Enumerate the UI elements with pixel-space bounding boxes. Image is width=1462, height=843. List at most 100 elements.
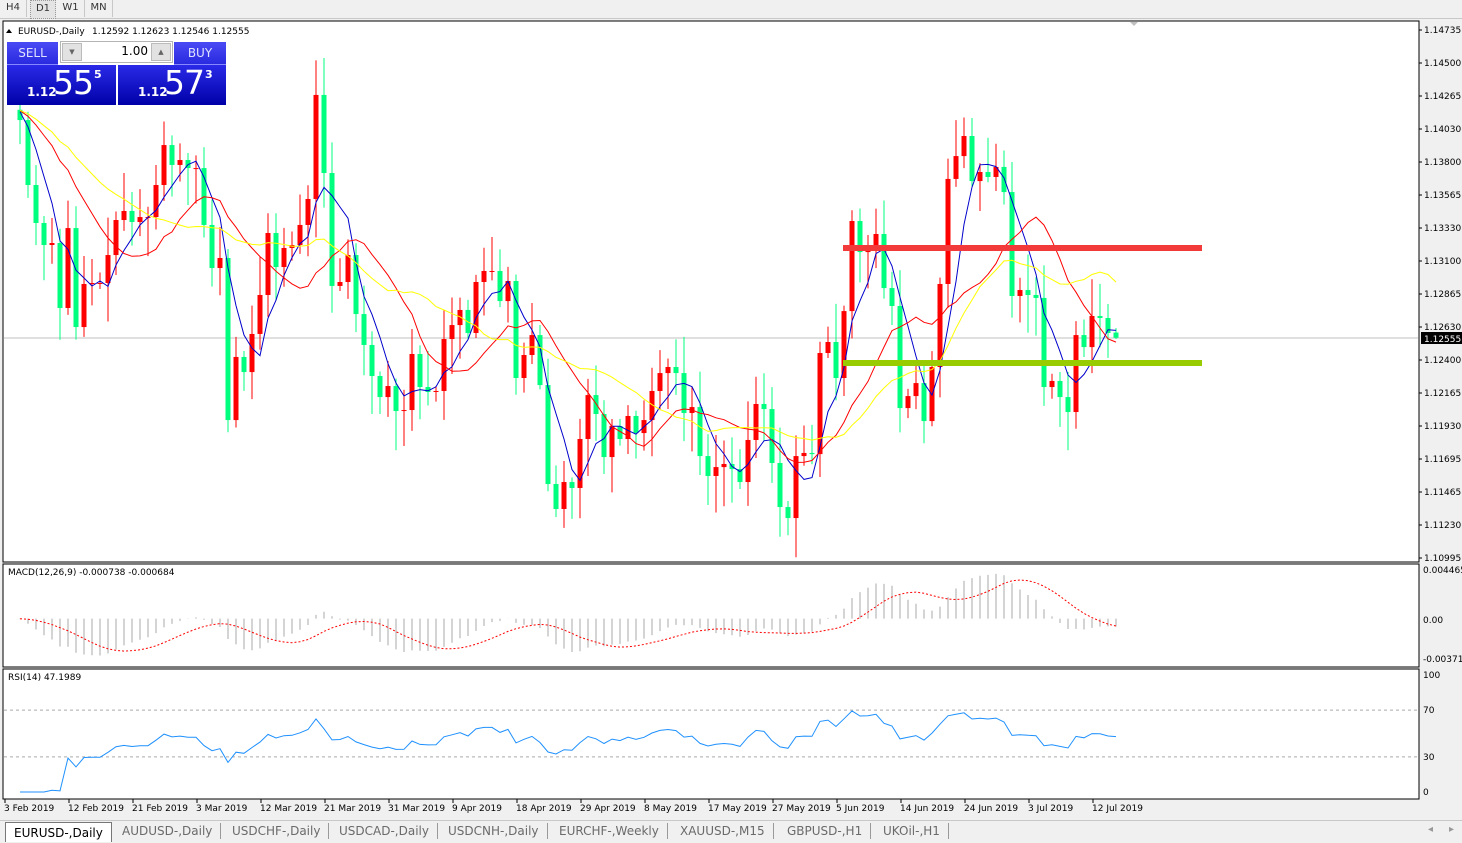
candle-body (361, 314, 367, 345)
candle (25, 111, 31, 198)
candle-body (953, 156, 959, 179)
candle-body (705, 456, 711, 476)
candle (385, 361, 391, 417)
candle-body (89, 282, 95, 284)
candle (745, 401, 751, 506)
candle (49, 217, 55, 264)
timeframe-d1[interactable]: D1 (30, 0, 56, 19)
candle (953, 120, 959, 187)
chart-shift-marker-icon[interactable] (1130, 22, 1138, 26)
macd-series (19, 573, 1117, 656)
candle-body (713, 467, 719, 476)
candle-body (665, 366, 671, 374)
candle (801, 425, 807, 466)
candle (57, 228, 63, 340)
buy-price-prefix: 1.12 (138, 85, 168, 99)
candle-body (369, 344, 375, 377)
candle-body (497, 270, 503, 302)
candle-body (281, 247, 287, 268)
chart-tab[interactable]: USDCHF-,Daily (224, 823, 330, 839)
chart-ohlc: 1.12592 1.12623 1.12546 1.12555 (92, 27, 249, 37)
candle (449, 297, 455, 374)
price-tick-label: 1.12165 (1424, 389, 1461, 399)
candle (737, 449, 743, 489)
candle-body (33, 185, 39, 223)
candle-body (809, 452, 815, 455)
chart-tab[interactable]: USDCNH-,Daily (440, 823, 548, 839)
candle-body (609, 426, 615, 458)
tab-scroll[interactable]: ◂ ▸ (1428, 824, 1454, 835)
date-tick-label: 21 Mar 2019 (324, 804, 381, 814)
candle-body (273, 233, 279, 268)
candle (241, 351, 247, 391)
timeframe-mn[interactable]: MN (85, 0, 113, 17)
candle-body (177, 160, 183, 165)
candle-body (297, 224, 303, 246)
candle-body (1073, 335, 1079, 413)
candle-body (601, 414, 607, 458)
date-tick-label: 8 May 2019 (644, 804, 697, 814)
lot-increase-icon[interactable]: ▲ (151, 43, 171, 61)
candle (945, 158, 951, 308)
candle (369, 331, 375, 415)
chart-area[interactable]: 1.14735 1.14500 1.14265 1.14030 1.13800 1.135… (0, 0, 1462, 820)
tab-scroll-right-icon[interactable]: ▸ (1448, 824, 1454, 835)
date-tick-label: 18 Apr 2019 (516, 804, 572, 814)
lot-size-field[interactable]: ▼ 1.00 ▲ (60, 41, 173, 63)
candle (665, 358, 671, 410)
chart-tab[interactable]: USDCAD-,Daily (331, 823, 438, 839)
buy-price-button[interactable]: 1.12 57 3 (118, 63, 226, 105)
price-tick-label: 1.13565 (1424, 191, 1461, 201)
lot-decrease-icon[interactable]: ▼ (62, 43, 82, 61)
chart-tab[interactable]: EURCHF-,Weekly (551, 823, 668, 839)
candle-body (153, 185, 159, 218)
tab-scroll-left-icon[interactable]: ◂ (1428, 824, 1434, 835)
horizontal-lines[interactable] (843, 244, 1202, 367)
candle-body (329, 173, 335, 286)
candle (393, 378, 399, 451)
candle-body (1113, 332, 1119, 338)
candle-body (1081, 335, 1087, 348)
chart-tab[interactable]: GBPUSD-,H1 (779, 823, 872, 839)
candle-body (993, 166, 999, 177)
macd-pane[interactable] (2, 563, 1420, 668)
candle-body (921, 383, 927, 422)
date-tick-label: 5 Jun 2019 (836, 804, 885, 814)
candle (809, 424, 815, 465)
candle-body (97, 282, 103, 284)
candle-body (537, 335, 543, 386)
timeframe-h4[interactable]: H4 (0, 0, 27, 17)
candle (913, 361, 919, 410)
candle-body (889, 288, 895, 306)
candle-body (441, 339, 447, 391)
buy-button[interactable]: BUY (174, 42, 226, 65)
candle (937, 277, 943, 398)
candle (257, 257, 263, 350)
candle-body (1057, 380, 1063, 398)
candle (33, 165, 39, 246)
chart-tab[interactable]: AUDUSD-,Daily (114, 823, 222, 839)
candle (753, 376, 759, 459)
collapse-triangle-icon[interactable] (6, 29, 12, 33)
candle (713, 435, 719, 513)
lot-size-value[interactable]: 1.00 (121, 44, 148, 58)
candle (825, 326, 831, 359)
chart-tab[interactable]: XAUUSD-,M15 (672, 823, 774, 839)
candle (785, 500, 791, 536)
candle-body (785, 507, 791, 519)
rsi-label: RSI(14) 47.1989 (8, 673, 81, 683)
chart-tab[interactable]: UKOil-,H1 (875, 823, 949, 839)
date-tick-label: 12 Feb 2019 (68, 804, 124, 814)
sell-price-button[interactable]: 1.12 55 5 (7, 63, 116, 105)
chart-tab[interactable]: EURUSD-,Daily (5, 822, 112, 842)
candle-body (401, 410, 407, 412)
candle (721, 440, 727, 507)
sell-button[interactable]: SELL (7, 42, 58, 65)
candle (697, 371, 703, 475)
rsi-pane[interactable] (2, 668, 1420, 800)
timeframe-w1[interactable]: W1 (57, 0, 85, 17)
price-tick-label: 1.13800 (1424, 158, 1461, 168)
candle-body (545, 385, 551, 485)
candle-body (681, 373, 687, 414)
main-chart-pane[interactable] (2, 20, 1420, 563)
